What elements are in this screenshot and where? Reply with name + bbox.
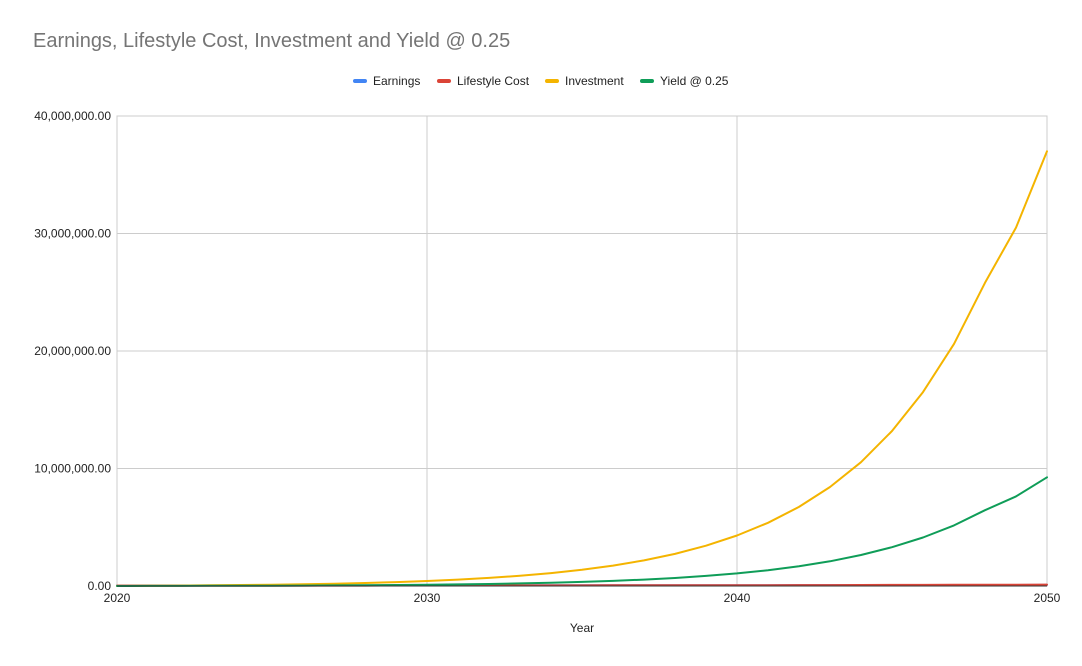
chart-title: Earnings, Lifestyle Cost, Investment and… [33, 30, 511, 52]
legend-label-investment: Investment [565, 74, 624, 88]
legend-swatch-investment [545, 79, 559, 83]
gridlines [116, 115, 1048, 587]
series-lines [116, 150, 1048, 587]
legend: Earnings Lifestyle Cost Investment Yield… [0, 73, 1082, 91]
x-tick-label: 2040 [724, 591, 751, 605]
legend-swatch-lifestyle-cost [437, 79, 451, 83]
legend-swatch-earnings [353, 79, 367, 83]
y-tick-label: 10,000,000.00 [34, 462, 111, 476]
legend-label-lifestyle-cost: Lifestyle Cost [457, 74, 530, 88]
legend-swatch-yield [640, 79, 654, 83]
y-tick-label: 30,000,000.00 [34, 227, 111, 241]
x-tick-label: 2030 [414, 591, 441, 605]
legend-label-yield: Yield @ 0.25 [660, 74, 729, 88]
legend-label-earnings: Earnings [373, 74, 421, 88]
y-tick-label: 0.00 [88, 579, 112, 593]
y-tick-label: 20,000,000.00 [34, 344, 111, 358]
axes: 0.00 10,000,000.00 20,000,000.00 30,000,000… [34, 109, 1060, 605]
y-tick-label: 40,000,000.00 [34, 109, 111, 123]
x-tick-label: 2050 [1034, 591, 1061, 605]
x-axis-title: Year [570, 621, 594, 635]
x-tick-label: 2020 [104, 591, 131, 605]
series-line-investment[interactable] [116, 150, 1048, 587]
